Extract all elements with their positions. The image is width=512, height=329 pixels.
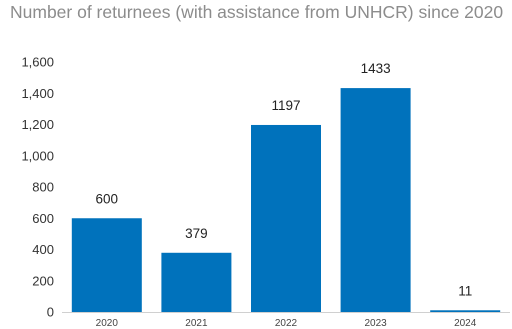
data-label-2024: 11 (458, 283, 472, 298)
x-tick-label: 2020 (96, 318, 119, 329)
bar-2024 (430, 310, 501, 312)
data-label-2020: 600 (96, 191, 119, 206)
bar-2021 (161, 252, 232, 312)
data-label-2023: 1433 (361, 61, 391, 76)
bar-2020 (71, 218, 142, 312)
y-tick-label: 0 (47, 305, 54, 320)
bar-2023 (340, 88, 411, 312)
chart-title: Number of returnees (with assistance fro… (10, 2, 504, 22)
y-tick-label: 600 (32, 211, 54, 226)
y-tick-label: 800 (32, 180, 54, 195)
y-axis: 0 200 400 600 800 1,000 1,200 1,400 1,600 (21, 55, 54, 320)
y-tick-label: 1,400 (21, 86, 54, 101)
x-tick-label: 2024 (454, 318, 477, 329)
y-tick-label: 1,000 (21, 148, 54, 163)
bar-series (71, 88, 501, 312)
x-tick-label: 2021 (185, 318, 208, 329)
data-labels: 600 379 1197 1433 11 (96, 61, 473, 298)
y-tick-label: 400 (32, 242, 54, 257)
y-tick-label: 1,600 (21, 55, 54, 70)
x-tick-label: 2022 (275, 318, 298, 329)
y-tick-label: 1,200 (21, 117, 54, 132)
x-tick-label: 2023 (364, 318, 387, 329)
data-label-2021: 379 (185, 226, 208, 241)
data-label-2022: 1197 (271, 98, 300, 113)
y-tick-label: 200 (32, 273, 54, 288)
bar-2022 (251, 124, 321, 312)
x-axis: 2020 2021 2022 2023 2024 (96, 318, 477, 329)
